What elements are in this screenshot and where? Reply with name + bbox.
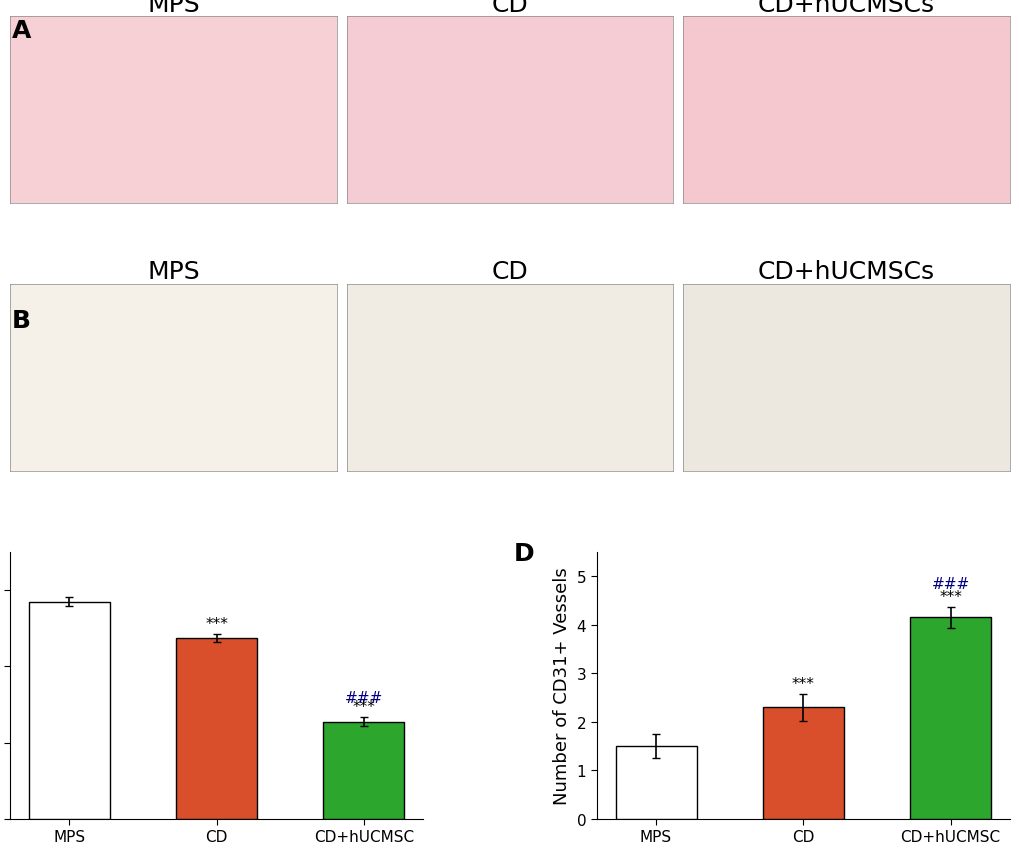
Text: ***: *** xyxy=(938,589,961,604)
Y-axis label: Number of CD31+ Vessels: Number of CD31+ Vessels xyxy=(552,567,571,804)
Title: MPS: MPS xyxy=(147,0,200,16)
Text: B: B xyxy=(12,309,32,333)
Bar xyxy=(614,746,696,819)
Title: CD+hUCMSCs: CD+hUCMSCs xyxy=(757,0,934,16)
Bar xyxy=(176,638,257,819)
Title: CD+hUCMSCs: CD+hUCMSCs xyxy=(757,260,934,284)
Text: ***: *** xyxy=(791,676,814,691)
Bar xyxy=(762,707,843,819)
Bar xyxy=(909,618,990,819)
Text: ###: ### xyxy=(930,577,969,592)
Title: CD: CD xyxy=(491,0,528,16)
Text: ###: ### xyxy=(344,690,383,705)
Bar xyxy=(29,602,110,819)
Text: ***: *** xyxy=(205,616,228,631)
Bar xyxy=(323,722,405,819)
Text: D: D xyxy=(514,542,534,566)
Text: ***: *** xyxy=(353,699,375,714)
Title: CD: CD xyxy=(491,260,528,284)
Text: A: A xyxy=(12,19,32,43)
Title: MPS: MPS xyxy=(147,260,200,284)
